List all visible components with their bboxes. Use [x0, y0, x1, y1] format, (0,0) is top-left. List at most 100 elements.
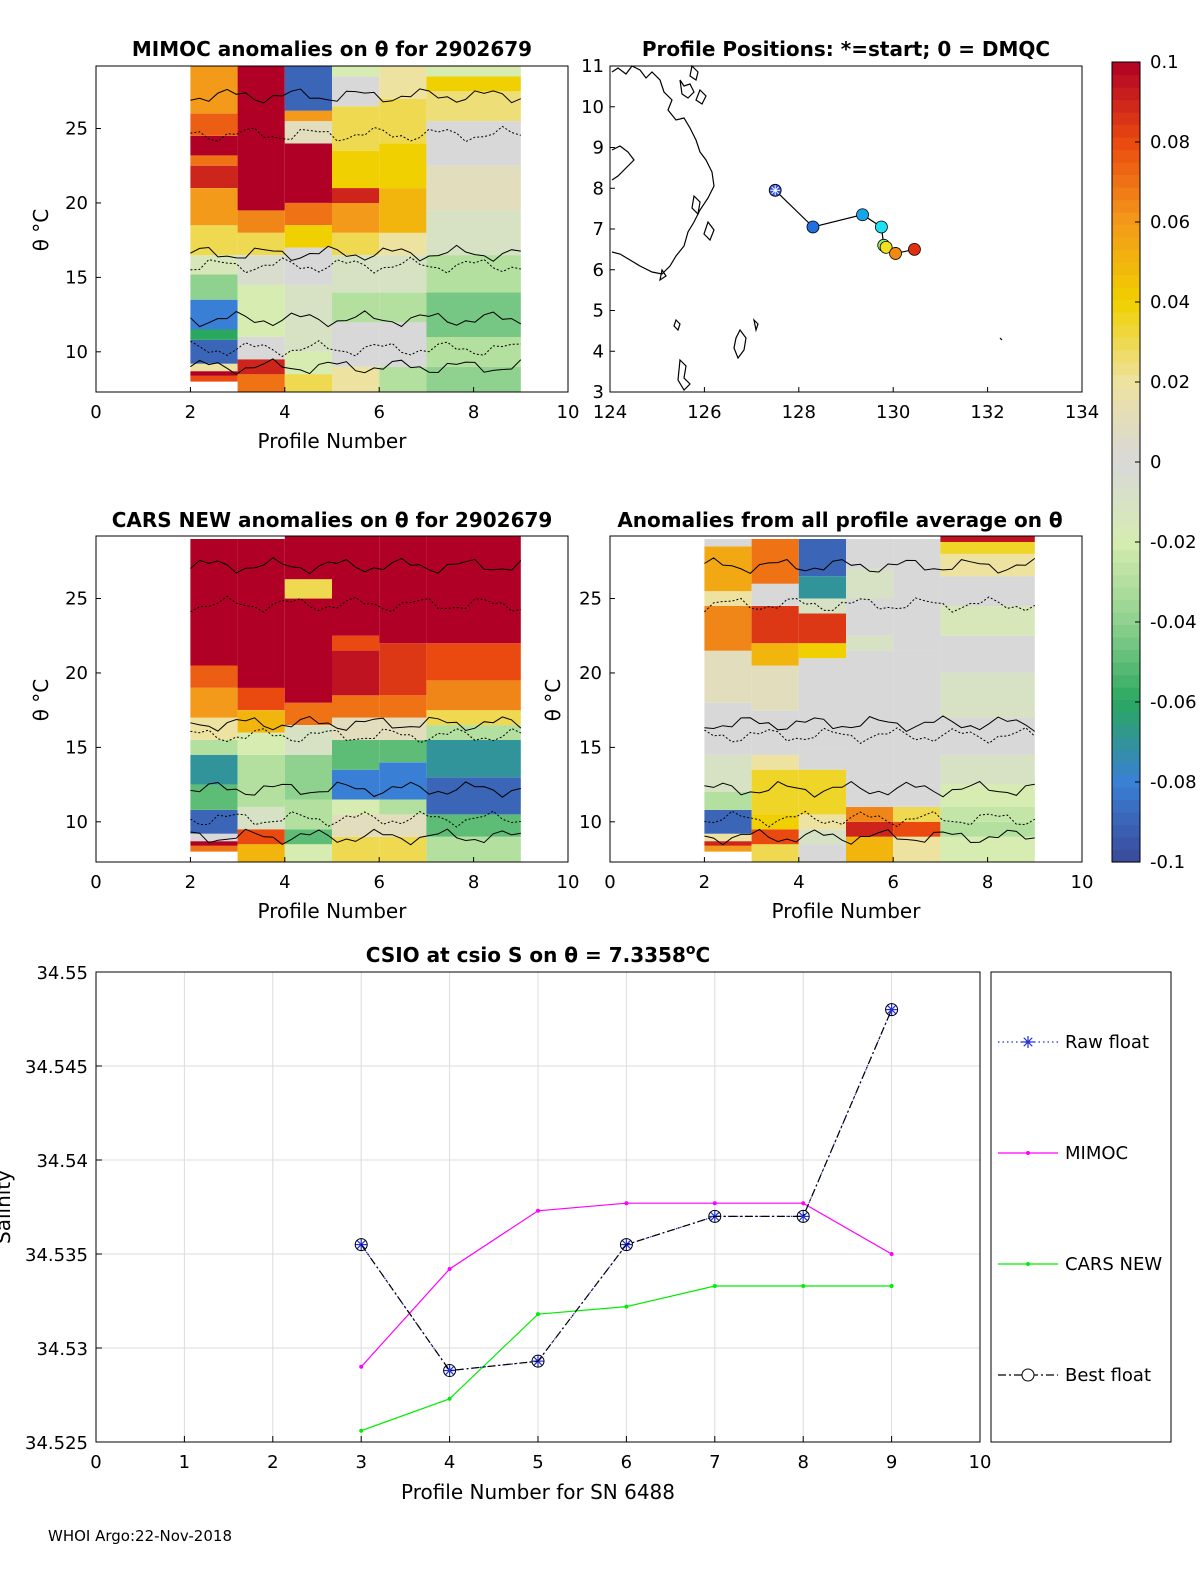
map-track-line [774, 189, 915, 255]
colorbar-swatch-40 [1112, 349, 1140, 363]
mimoc-xtick-8: 8 [468, 402, 479, 423]
map-xtick-126: 126 [687, 402, 721, 423]
colorbar-swatch-60 [1112, 99, 1140, 113]
avg-cell-2-8 [798, 598, 846, 614]
colorbar-swatch-3 [1112, 812, 1140, 826]
avg-cell-0-9 [704, 591, 752, 606]
mimoc-cell-4-8 [379, 66, 427, 99]
csio-xtick-8: 8 [797, 1452, 808, 1473]
csio-legend-box [990, 971, 1172, 1443]
avg-cell-3-3 [846, 784, 894, 807]
avg-cell-0-8 [704, 606, 752, 651]
avg-cell-5-11 [940, 542, 1035, 554]
map-point-7 [908, 242, 921, 256]
mimoc-title: MIMOC anomalies on θ for 2902679 [132, 37, 532, 61]
colorbar-swatch-31 [1112, 462, 1140, 476]
colorbar-swatch-47 [1112, 262, 1140, 276]
map-ytick-4: 4 [593, 341, 604, 362]
csio-ytick-2: 34.535 [25, 1245, 88, 1266]
csio-ytick-4: 34.545 [25, 1057, 88, 1078]
cars-xtick-4: 4 [279, 872, 290, 893]
colorbar-swatch-54 [1112, 174, 1140, 188]
avg-contour-5 [704, 596, 1036, 613]
csio-point-2-2 [536, 1312, 540, 1317]
csio-point-3-2 [531, 1354, 545, 1368]
avg-cell-0-3 [704, 809, 752, 834]
mimoc-cell-1-2 [237, 336, 285, 360]
csio-point-1-5 [801, 1201, 806, 1206]
mimoc-cell-4-1 [379, 322, 427, 367]
mimoc-axes-box [95, 65, 569, 393]
cars-cell-3-9 [332, 536, 380, 636]
avg-cell-3-4 [846, 650, 894, 785]
mimoc-contour-3 [190, 256, 521, 274]
mimoc-cell-0-11 [190, 155, 238, 166]
mimoc-cell-4-2 [379, 292, 427, 323]
cars-cell-4-8 [379, 536, 427, 644]
colorbar-swatch-0 [1112, 849, 1140, 863]
csio-point-2-1 [447, 1396, 452, 1401]
avg-cell-1-7 [751, 643, 799, 666]
cars-cell-3-8 [332, 635, 380, 651]
colorbar-swatch-29 [1112, 487, 1140, 501]
cars-contour-6 [190, 556, 522, 575]
mimoc-cell-1-0 [237, 374, 285, 392]
mimoc-cell-4-7 [379, 98, 427, 144]
csio-xtick-9: 9 [886, 1452, 897, 1473]
mimoc-cell-5-6 [426, 121, 521, 166]
avg-cell-0-5 [704, 754, 752, 792]
mimoc-cell-5-9 [426, 66, 521, 77]
colorbar-swatch-37 [1112, 387, 1140, 401]
mimoc-cell-2-6 [284, 143, 332, 203]
avg-contour-4 [704, 715, 1036, 733]
avg-xtick-6: 6 [887, 872, 898, 893]
mimoc-cell-0-4 [190, 329, 238, 340]
mimoc-ytick-10: 10 [65, 342, 88, 363]
cars-cell-3-1 [332, 814, 380, 837]
avg-cell-3-5 [846, 635, 894, 651]
mimoc-contour-2 [190, 310, 522, 328]
mimoc-ytick-25: 25 [65, 119, 88, 140]
csio-point-3-0 [354, 1238, 368, 1252]
avg-cell-0-7 [704, 650, 752, 703]
mimoc-cell-0-10 [190, 165, 238, 188]
mimoc-cell-2-2 [284, 284, 332, 352]
colorbar-swatch-6 [1112, 774, 1140, 788]
mimoc-cell-3-3 [332, 255, 380, 293]
avg-xtick-2: 2 [699, 872, 710, 893]
avg-cell-2-5 [798, 658, 846, 748]
avg-cell-0-10 [704, 546, 752, 592]
avg-cell-1-8 [751, 606, 799, 644]
mimoc-cell-5-8 [426, 76, 521, 92]
mimoc-cell-0-12 [190, 136, 238, 156]
map-point-5 [879, 240, 893, 254]
csio-title: CSIO at csio S on θ = 7.3358oC [366, 942, 710, 967]
cars-cell-3-6 [332, 695, 380, 718]
avg-cell-5-8 [940, 606, 1035, 636]
colorbar-swatch-4 [1112, 799, 1140, 813]
mimoc-cell-3-8 [332, 106, 380, 151]
mimoc-cell-4-3 [379, 255, 427, 293]
colorbar-swatch-20 [1112, 599, 1140, 613]
cars-cell-0-8 [190, 687, 238, 718]
cars-contour-3 [190, 727, 522, 744]
avg-ytick-20: 20 [579, 663, 602, 684]
cars-cell-5-3 [426, 739, 521, 778]
cars-axes-box [95, 535, 569, 863]
cars-ylabel: θ °C [29, 679, 53, 722]
map-point-6 [889, 247, 902, 260]
cars-cell-0-5 [190, 754, 238, 785]
mimoc-cell-5-1 [426, 336, 521, 367]
csio-point-0-1 [443, 1364, 456, 1377]
cars-cell-1-0 [237, 844, 285, 862]
avg-cell-1-3 [751, 769, 799, 815]
csio-xtick-0: 0 [90, 1452, 101, 1473]
mimoc-cell-5-4 [426, 210, 521, 256]
cars-xtick-6: 6 [373, 872, 384, 893]
avg-axes-box [609, 535, 1083, 863]
csio-point-2-6 [889, 1283, 894, 1288]
cars-anomaly-panel: CARS NEW anomalies on θ for 2902679 0 2 4 6… [29, 508, 579, 923]
cars-cell-5-7 [426, 643, 521, 681]
avg-cell-2-6 [798, 643, 846, 659]
map-point-1 [806, 220, 820, 234]
